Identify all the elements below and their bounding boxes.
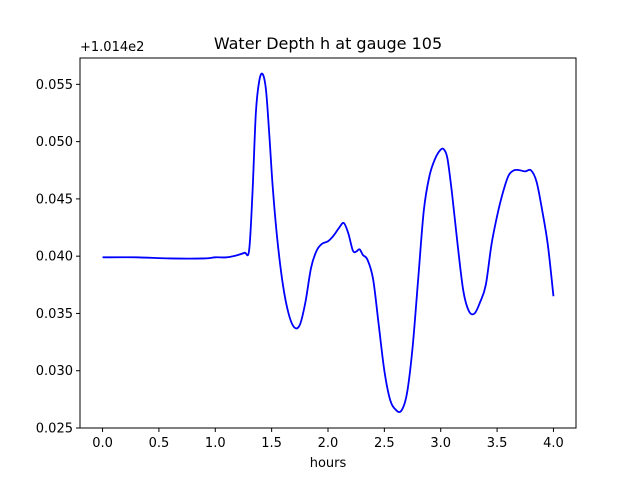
x-tick-label: 2.0 (318, 436, 339, 451)
x-tick-label: 4.0 (543, 436, 564, 451)
y-tick-label: 0.035 (36, 307, 73, 322)
x-tick-label: 3.0 (430, 436, 451, 451)
y-tick-label: 0.030 (36, 364, 73, 379)
x-tick-label: 1.0 (205, 436, 226, 451)
y-tick-label: 0.050 (36, 135, 73, 150)
x-tick-label: 1.5 (261, 436, 282, 451)
x-axis-ticks: 0.0 0.5 1.0 1.5 2.0 2.5 3.0 3.5 4.0 (92, 428, 564, 451)
x-axis-label: hours (310, 456, 347, 471)
y-axis-ticks: 0.025 0.030 0.035 0.040 0.045 0.050 0.055 (36, 78, 80, 437)
y-tick-label: 0.025 (36, 422, 73, 437)
y-tick-label: 0.040 (36, 250, 73, 265)
x-tick-label: 0.0 (92, 436, 113, 451)
chart-title: Water Depth h at gauge 105 (214, 34, 442, 53)
x-tick-label: 0.5 (149, 436, 170, 451)
x-tick-label: 3.5 (487, 436, 508, 451)
y-tick-label: 0.045 (36, 192, 73, 207)
plot-layer (102, 72, 555, 414)
x-tick-label: 2.5 (374, 436, 395, 451)
y-tick-label: 0.055 (36, 78, 73, 93)
series-line (102, 72, 555, 414)
y-axis-offset-text: +1.014e2 (80, 40, 144, 55)
